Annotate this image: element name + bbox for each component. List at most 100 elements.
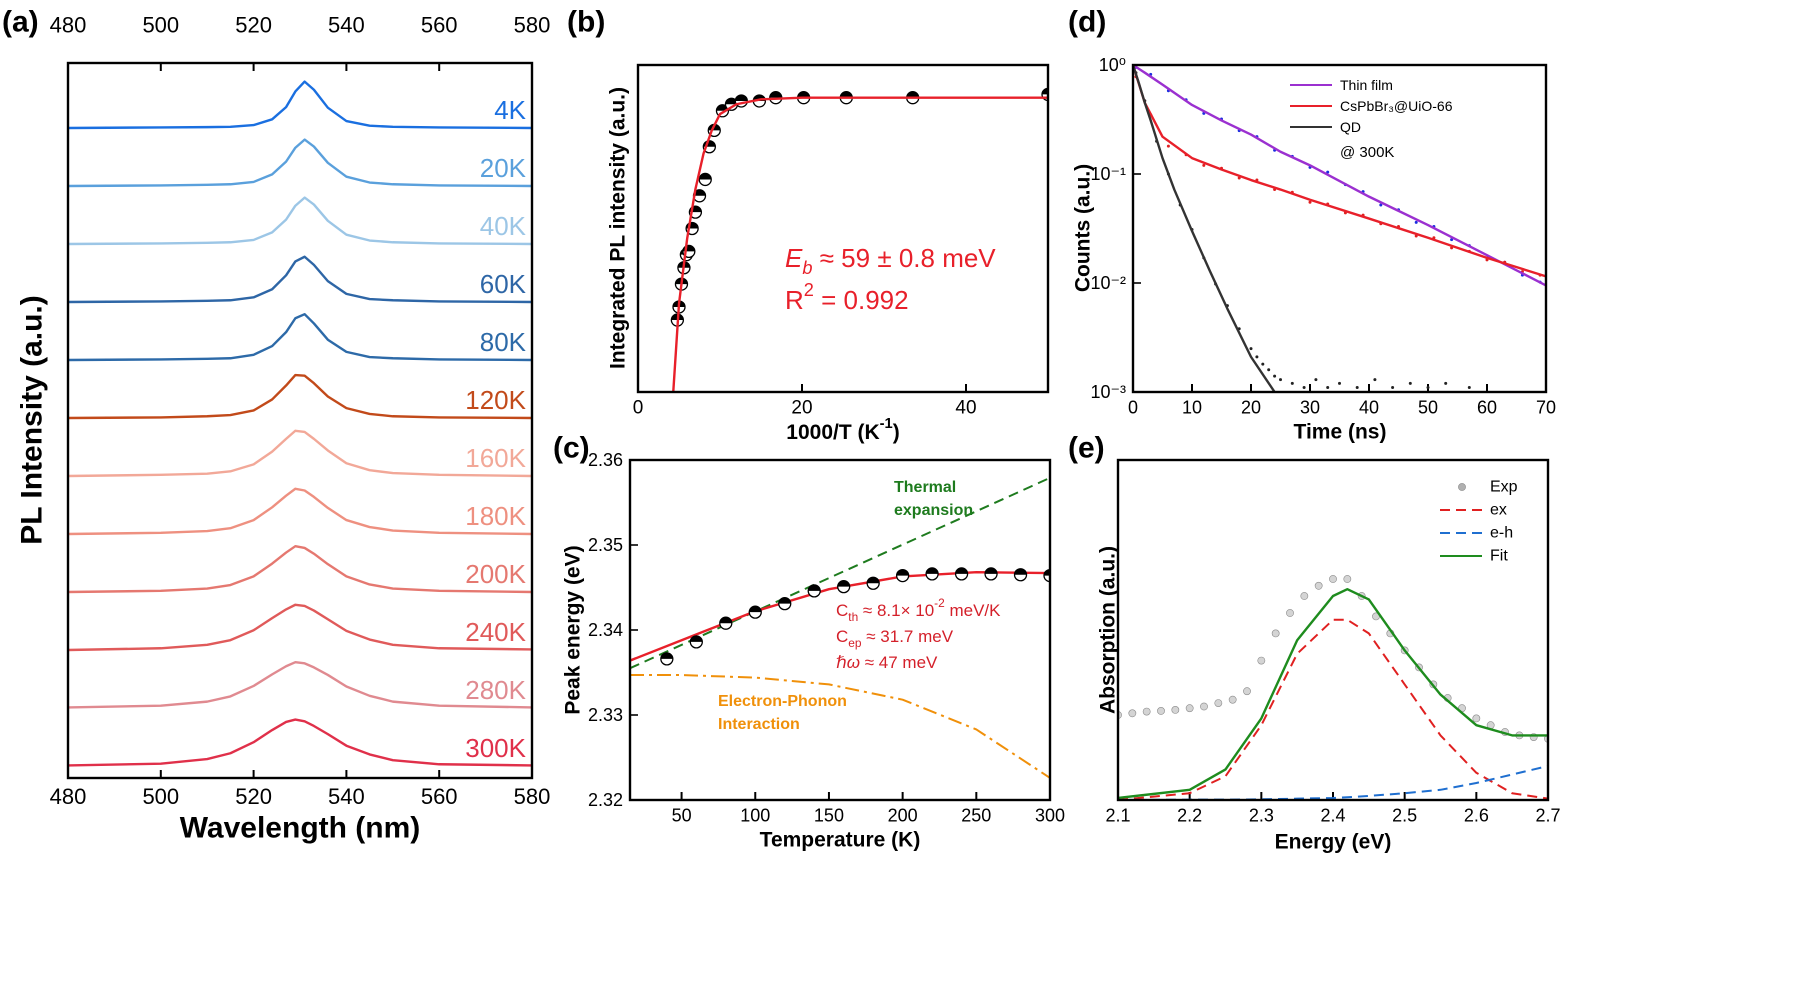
text-part: ≈ 8.1× 10 <box>858 601 934 620</box>
text-part: ep <box>848 636 862 650</box>
text-part: R <box>785 285 804 315</box>
x-tick-label: 40 <box>955 398 976 419</box>
x-tick-label: 2.2 <box>1177 805 1202 825</box>
x-axis-label: 1000/T (K-1) <box>786 416 899 444</box>
data-point <box>1171 706 1180 714</box>
panel: (e) Energy (eV) Absorption (a.u.) 2.1 2.2 2.3… <box>1068 432 1561 854</box>
x-tick-label-top: 560 <box>421 13 458 38</box>
data-point <box>1243 687 1251 696</box>
data-point <box>692 189 707 203</box>
marker-fill <box>1014 568 1027 575</box>
curve-label: 180K <box>465 501 526 531</box>
panel: (b) 1000/T (K-1) Integrated PL intensity (… <box>567 6 1050 444</box>
data-point <box>1214 699 1223 707</box>
data-point <box>954 567 969 581</box>
x-tick-label: 10 <box>1182 397 1202 417</box>
series-line <box>630 571 1050 662</box>
data-point <box>1472 714 1481 723</box>
text-part: ℏω <box>836 653 860 672</box>
x-axis-label: Temperature (K) <box>760 829 921 852</box>
marker-fill <box>906 91 919 98</box>
plot-area <box>68 80 532 767</box>
legend-label: Fit <box>1490 548 1508 565</box>
series-line <box>68 138 532 188</box>
data-point <box>866 576 880 590</box>
y-axis-label: Absorption (a.u.) <box>1097 546 1120 714</box>
marker-fill <box>1042 88 1048 95</box>
data-point <box>1271 629 1280 638</box>
x-tick-label: 50 <box>672 805 692 825</box>
marker-fill <box>690 635 703 642</box>
series-line <box>1133 65 1276 392</box>
data-point <box>1286 609 1294 617</box>
y-tick-label: 2.35 <box>588 535 623 555</box>
x-tick-label: 30 <box>1300 397 1320 417</box>
x-tick-label: 480 <box>50 784 87 809</box>
x-tick-label: 250 <box>961 805 991 825</box>
marker-fill <box>926 567 939 574</box>
series-line <box>1118 618 1548 800</box>
text-part: @ 300K <box>1340 144 1394 161</box>
text-part: = 0.992 <box>814 285 909 315</box>
x-tick-label-top: 500 <box>142 13 179 38</box>
data-point <box>1300 592 1309 600</box>
annotation: Interaction <box>718 716 800 733</box>
data-point <box>1326 385 1330 389</box>
marker-fill <box>867 577 880 584</box>
text-part: ) <box>893 421 900 444</box>
series-line <box>68 196 532 246</box>
legend-marker <box>1458 483 1466 491</box>
text-part: ≈ 47 meV <box>860 653 938 672</box>
text-part: Interaction <box>718 716 800 733</box>
data-point <box>1426 385 1430 389</box>
data-point <box>1450 238 1454 242</box>
data-point <box>1408 381 1412 385</box>
plot-area <box>1133 65 1546 392</box>
panel: (d) Time (ns) Counts (a.u.) 0 10 20 30 40 50 60 70… <box>1068 6 1556 444</box>
annotation: @ 300K <box>1340 144 1394 161</box>
series-line <box>1118 588 1548 800</box>
data-point <box>1355 385 1359 389</box>
x-tick-label: 2.4 <box>1320 805 1345 825</box>
x-tick-label: 0 <box>1128 397 1138 417</box>
data-point <box>1414 220 1418 224</box>
x-tick-label: 540 <box>328 784 365 809</box>
data-point <box>724 97 739 111</box>
curve-label: 20K <box>480 153 527 183</box>
series-line <box>68 660 532 709</box>
text-part: meV/K <box>945 601 1001 620</box>
text-part: Thermal <box>894 479 956 496</box>
marker-fill <box>778 597 791 604</box>
x-tick-label: 300 <box>1035 805 1065 825</box>
annotation: Thermal <box>894 479 956 496</box>
curve-label: 4K <box>494 95 526 125</box>
data-point <box>1444 381 1448 385</box>
series-line <box>1133 65 1546 287</box>
series-line <box>68 373 532 420</box>
x-tick-label: 200 <box>888 805 918 825</box>
data-point <box>778 597 792 611</box>
data-point <box>837 580 851 594</box>
data-point <box>1142 707 1151 716</box>
axes-frame <box>1131 63 1548 394</box>
marker-fill <box>955 567 968 574</box>
y-tick-label: 2.34 <box>588 620 623 640</box>
x-tick-label: 100 <box>740 805 770 825</box>
series-line <box>68 487 532 536</box>
data-point <box>1202 163 1206 167</box>
data-point <box>1200 702 1208 711</box>
y-axis-label: Peak energy (eV) <box>562 545 585 714</box>
data-point <box>1302 385 1306 389</box>
data-point <box>1379 203 1383 207</box>
data-point <box>1228 695 1237 704</box>
x-tick-label: 560 <box>421 784 458 809</box>
series-line <box>1118 765 1548 800</box>
marker-fill <box>735 94 748 101</box>
x-tick-label-top: 480 <box>50 13 87 38</box>
x-tick-label: 520 <box>235 784 272 809</box>
series-line <box>672 96 1048 392</box>
text-part: ≈ 59 ± 0.8 meV <box>812 243 996 273</box>
legend-label: Thin film <box>1340 77 1393 93</box>
y-axis-label: Counts (a.u.) <box>1072 164 1095 292</box>
data-point <box>1257 656 1266 665</box>
